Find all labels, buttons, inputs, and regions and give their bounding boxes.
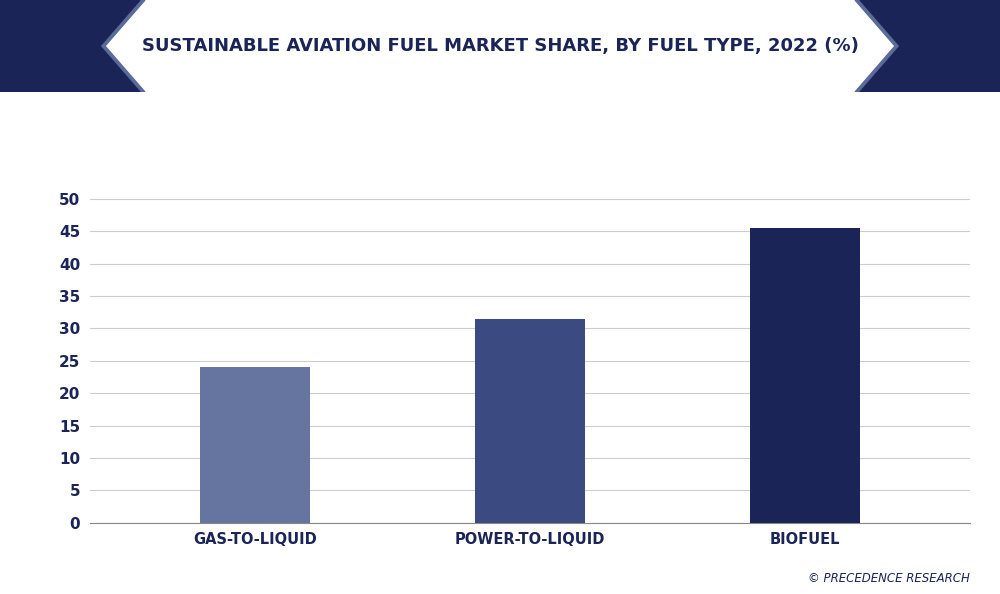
Text: SUSTAINABLE AVIATION FUEL MARKET SHARE, BY FUEL TYPE, 2022 (%): SUSTAINABLE AVIATION FUEL MARKET SHARE, … (142, 37, 858, 55)
Bar (750, 228, 860, 523)
Text: © PRECEDENCE RESEARCH: © PRECEDENCE RESEARCH (808, 572, 970, 585)
Polygon shape (100, 0, 145, 92)
Polygon shape (860, 0, 1000, 92)
Polygon shape (0, 0, 140, 92)
Bar (475, 318, 585, 523)
Bar (200, 367, 310, 523)
Polygon shape (855, 0, 900, 92)
